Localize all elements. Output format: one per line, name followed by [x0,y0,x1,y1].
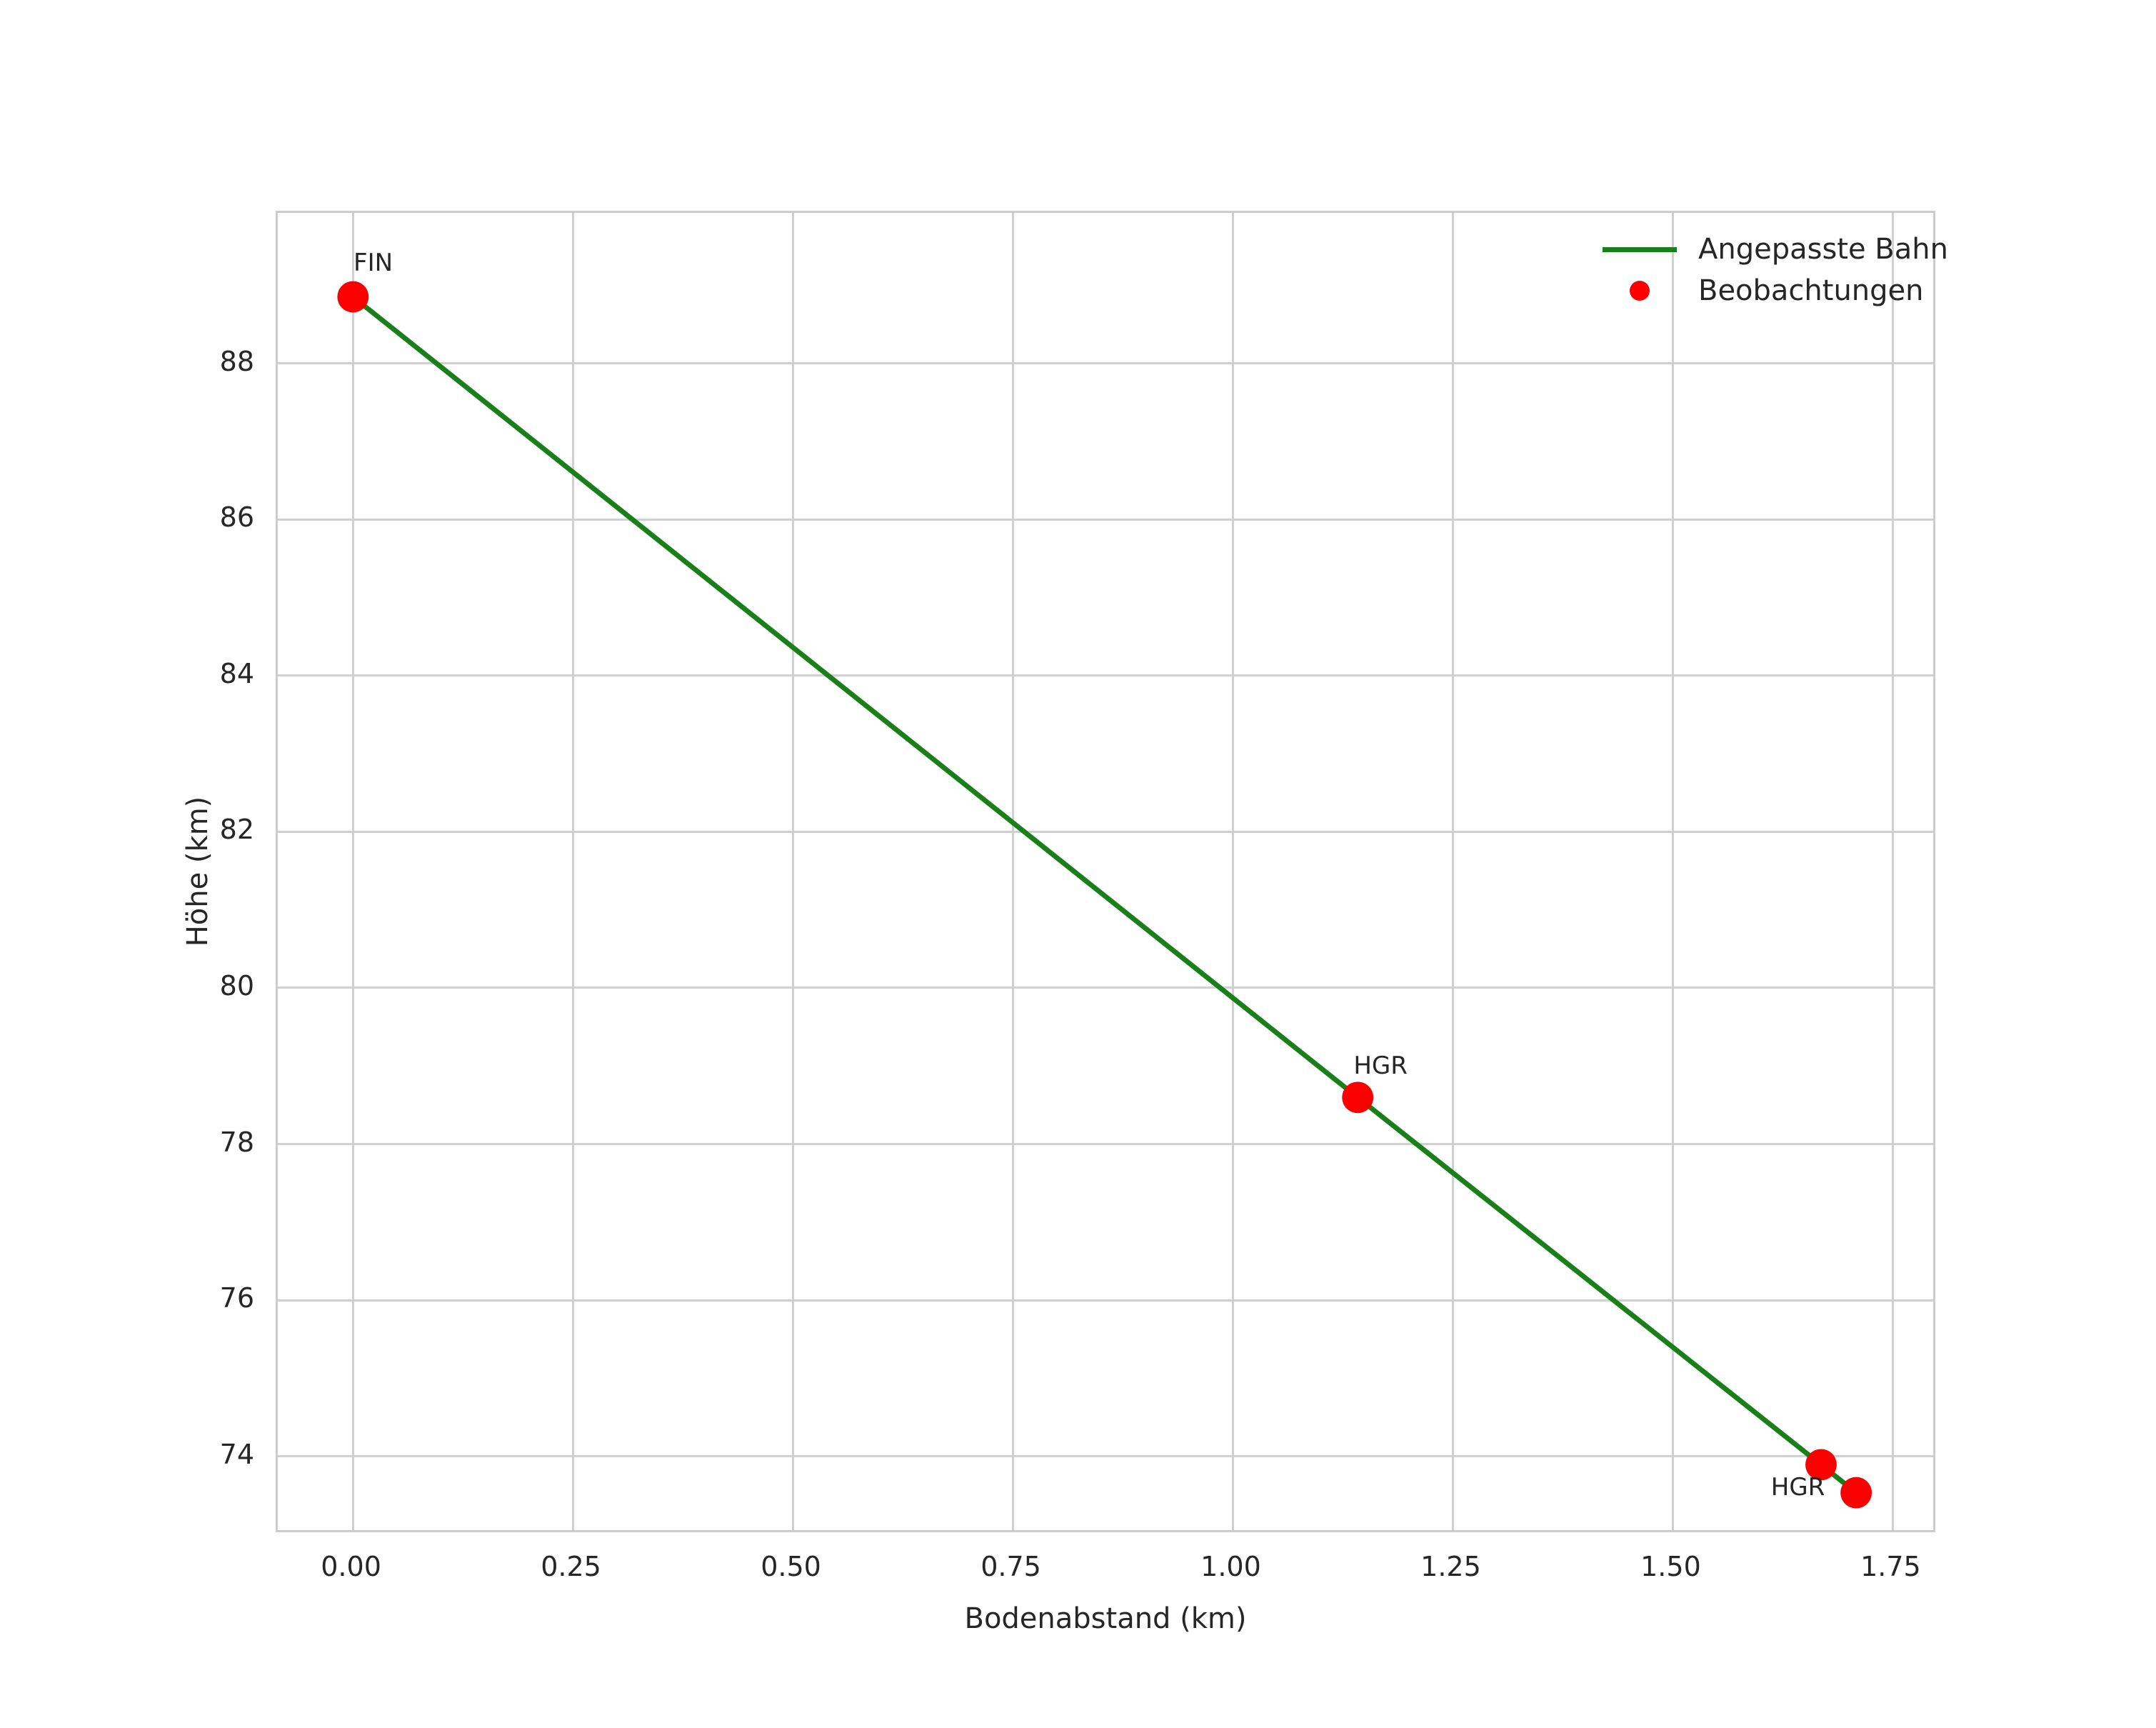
y-tick-label: 86 [219,501,254,534]
x-tick-label: 0.75 [981,1551,1041,1582]
gridline-vertical [1012,213,1014,1530]
gridline-vertical [1451,213,1454,1530]
gridline-horizontal [278,362,1933,365]
y-tick-label: 80 [219,969,254,1002]
y-tick-label: 88 [219,345,254,377]
x-tick-label: 1.00 [1200,1551,1261,1582]
gridline-vertical [1891,213,1894,1530]
observation-point[interactable] [1342,1082,1374,1114]
legend-entry[interactable]: Beobachtungen [1594,270,1924,311]
gridline-horizontal [278,987,1933,989]
gridline-horizontal [278,1299,1933,1302]
trajectory-line [350,294,1859,1496]
y-tick-label: 84 [219,657,254,689]
legend-dot-icon [1630,281,1650,301]
gridline-vertical [1231,213,1234,1530]
y-tick-label: 82 [219,814,254,846]
legend-line-icon [1603,246,1677,252]
legend-label: Angepasste Bahn [1698,233,1948,266]
x-tick-label: 0.00 [321,1551,381,1582]
point-label: FIN [354,248,393,277]
gridline-vertical [352,213,355,1530]
observation-point[interactable] [1840,1477,1872,1509]
plot-surface: FINHGRHGRFIN [278,213,1933,1530]
gridline-horizontal [278,1143,1933,1146]
gridline-vertical [572,213,575,1530]
point-label: HGR [1353,1052,1408,1081]
x-tick-label: 1.25 [1420,1551,1481,1582]
legend-entry[interactable]: Angepasste Bahn [1594,229,1948,270]
point-label: HGR [1770,1473,1825,1502]
plot-area: FINHGRHGRFIN [276,211,1935,1532]
y-tick-label: 76 [219,1282,254,1314]
gridline-vertical [792,213,795,1530]
gridline-vertical [1671,213,1674,1530]
gridline-horizontal [278,518,1933,521]
observation-point[interactable] [1805,1449,1837,1481]
x-tick-label: 1.75 [1860,1551,1921,1582]
gridline-horizontal [278,1455,1933,1458]
legend: Angepasste Bahn Beobachtungen [1594,229,1948,311]
x-tick-label: 0.50 [761,1551,821,1582]
y-tick-label: 78 [219,1126,254,1158]
x-axis-title: Bodenabstand (km) [964,1602,1247,1635]
data-layer [337,281,1872,1509]
x-tick-label: 1.50 [1640,1551,1701,1582]
gridline-horizontal [278,830,1933,833]
y-tick-label: 74 [219,1438,254,1470]
x-tick-label: 0.25 [541,1551,601,1582]
legend-label: Beobachtungen [1698,274,1924,307]
observation-point[interactable] [337,281,369,313]
gridline-horizontal [278,674,1933,677]
